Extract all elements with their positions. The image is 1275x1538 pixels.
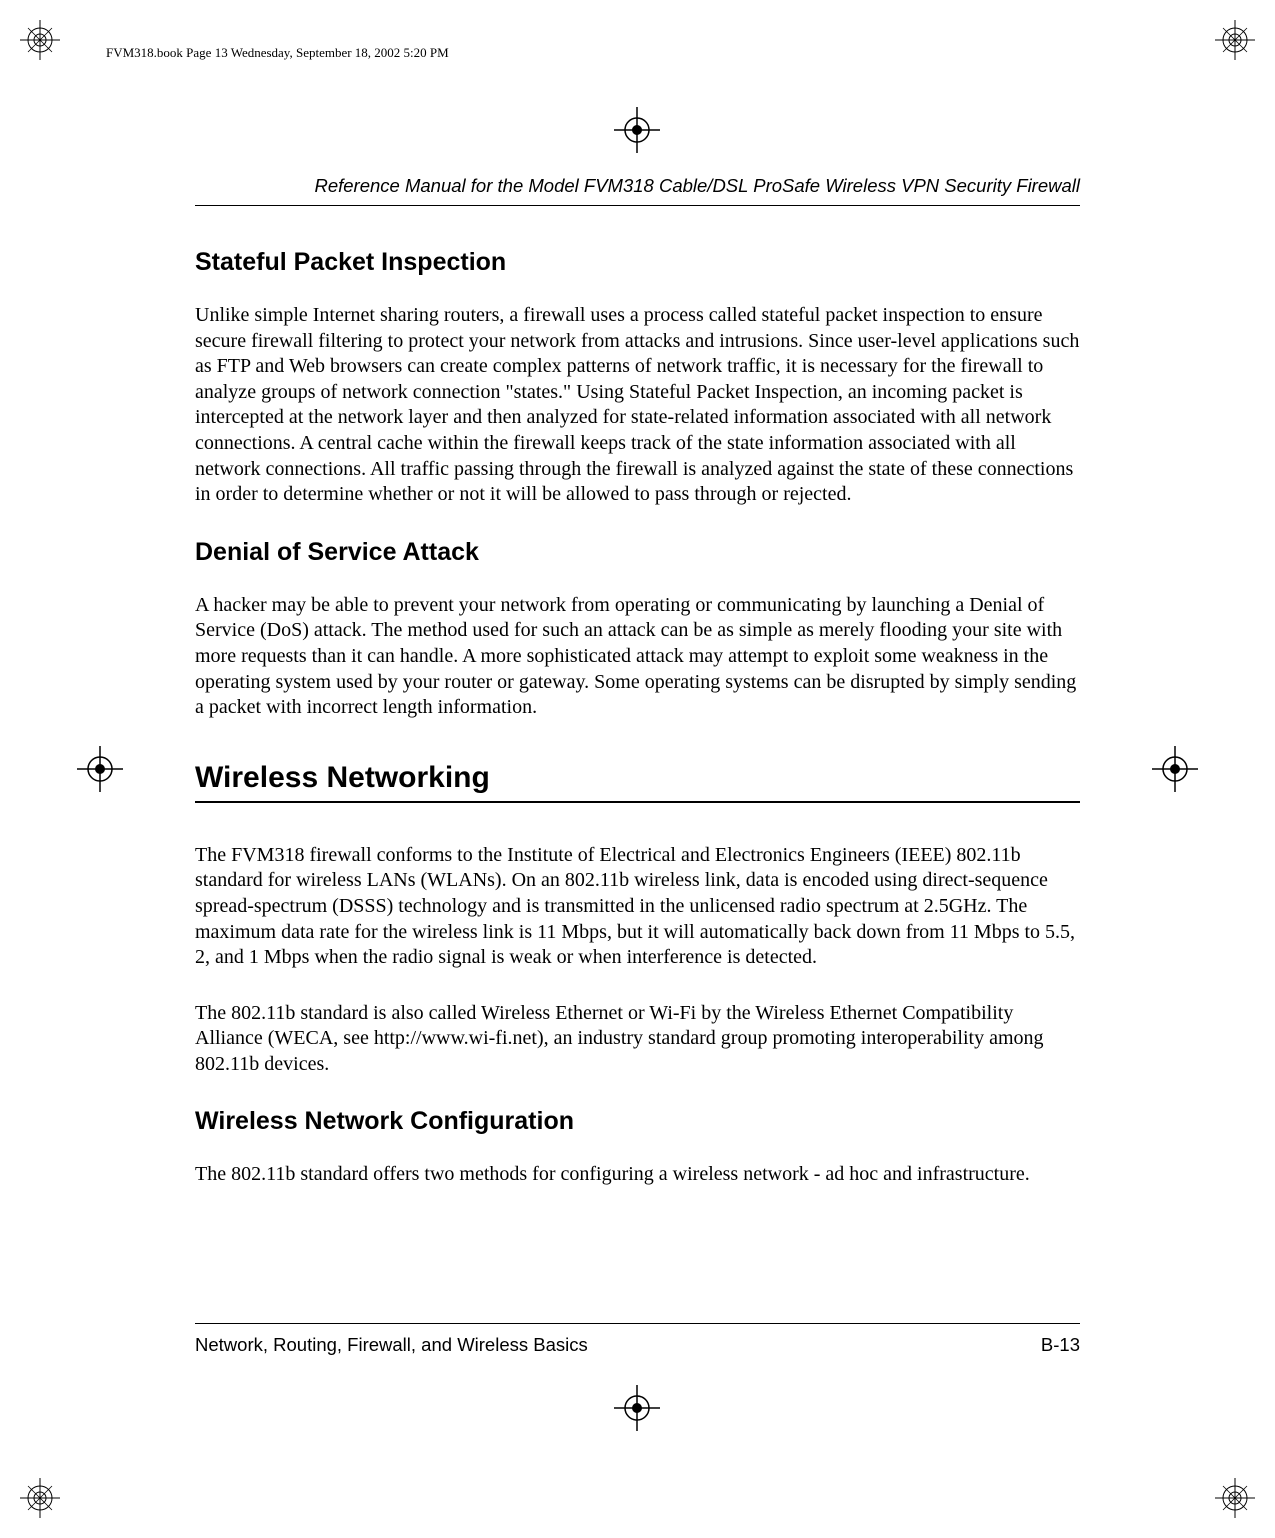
registration-mark-icon [612,105,662,155]
running-header: Reference Manual for the Model FVM318 Ca… [195,175,1080,206]
paragraph: The 802.11b standard offers two methods … [195,1162,1080,1188]
crop-mark-icon [1215,20,1255,60]
heading-wireless-networking: Wireless Networking [195,761,1080,803]
crop-mark-icon [1215,1478,1255,1518]
page-content: Reference Manual for the Model FVM318 Ca… [195,175,1080,1218]
paragraph: A hacker may be able to prevent your net… [195,593,1080,721]
heading-stateful-packet-inspection: Stateful Packet Inspection [195,248,1080,277]
registration-mark-icon [1150,744,1200,794]
registration-mark-icon [75,744,125,794]
footer-page-number: B-13 [1041,1334,1080,1356]
heading-wireless-network-configuration: Wireless Network Configuration [195,1107,1080,1136]
page-footer: Network, Routing, Firewall, and Wireless… [195,1323,1080,1356]
crop-mark-icon [20,20,60,60]
paragraph: The FVM318 firewall conforms to the Inst… [195,843,1080,971]
paragraph: The 802.11b standard is also called Wire… [195,1001,1080,1078]
paragraph: Unlike simple Internet sharing routers, … [195,303,1080,508]
registration-mark-icon [612,1383,662,1433]
footer-chapter-title: Network, Routing, Firewall, and Wireless… [195,1334,588,1356]
heading-denial-of-service: Denial of Service Attack [195,538,1080,567]
crop-mark-icon [20,1478,60,1518]
document-metadata: FVM318.book Page 13 Wednesday, September… [106,45,449,61]
